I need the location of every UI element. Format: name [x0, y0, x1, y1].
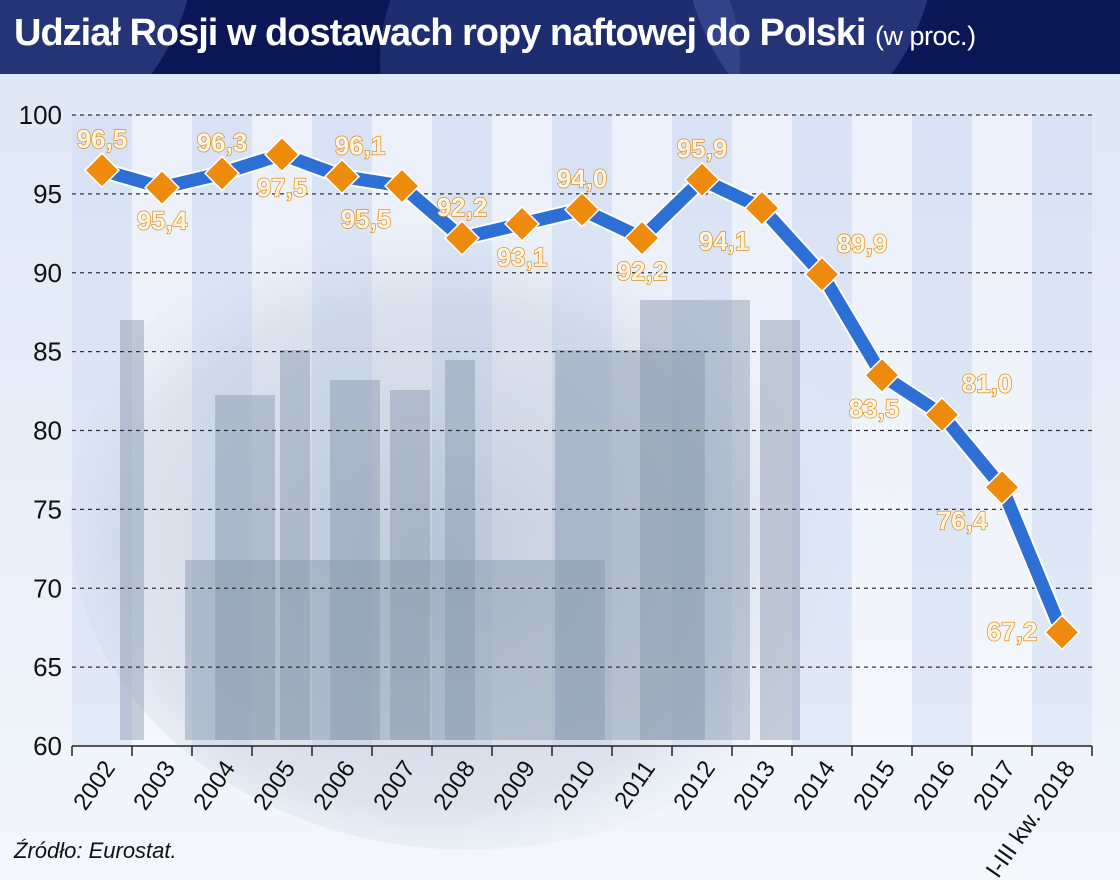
data-point-marker — [1043, 614, 1081, 651]
source-note: Źródło: Eurostat. — [14, 838, 177, 863]
data-label: 83,5 — [849, 393, 900, 423]
x-tick-label: 2014 — [788, 756, 841, 815]
data-label: 95,5 — [341, 204, 392, 234]
data-point-marker — [743, 190, 781, 227]
data-point-marker — [443, 220, 481, 257]
decorative-arc — [380, 0, 740, 74]
x-tick-label: 2016 — [908, 756, 961, 815]
data-label: 94,1 — [699, 226, 750, 256]
data-label: 92,2 — [437, 192, 488, 222]
data-label: 93,1 — [497, 242, 548, 272]
header-bar: Udział Rosji w dostawach ropy naftowej d… — [0, 0, 1120, 74]
data-label: 97,5 — [257, 172, 308, 202]
data-point-marker — [623, 220, 661, 257]
chart-title: Udział Rosji w dostawach ropy naftowej d… — [14, 12, 976, 55]
y-tick-label: 75 — [33, 494, 62, 524]
data-label: 81,0 — [962, 369, 1013, 399]
refinery-photo-background — [70, 190, 870, 850]
data-label: 67,2 — [987, 616, 1038, 646]
data-point-marker — [263, 136, 301, 173]
data-label: 96,5 — [77, 124, 128, 154]
y-tick-label: 60 — [33, 731, 62, 761]
data-label: 95,9 — [677, 134, 728, 164]
y-tick-label: 85 — [33, 337, 62, 367]
title-main: Udział Rosji w dostawach ropy naftowej d… — [14, 12, 866, 54]
data-point-marker — [863, 357, 901, 394]
data-point-marker — [983, 469, 1021, 506]
title-unit: (w proc.) — [875, 21, 976, 51]
data-point-marker — [803, 256, 841, 293]
data-point-marker — [683, 161, 721, 198]
data-point-marker — [923, 396, 961, 433]
data-label: 94,0 — [557, 164, 608, 194]
x-tick-label: 2015 — [848, 756, 901, 815]
data-point-marker — [143, 169, 181, 206]
x-tick-label: 2017 — [968, 756, 1021, 815]
y-tick-label: 70 — [33, 573, 62, 603]
x-tick-label: 2002 — [68, 756, 121, 815]
x-tick-label: 2003 — [128, 756, 181, 815]
data-point-marker — [383, 167, 421, 205]
data-label: 76,4 — [937, 505, 988, 535]
data-point-marker — [83, 152, 121, 189]
data-label: 89,9 — [837, 228, 888, 258]
data-label: 92,2 — [617, 256, 668, 286]
decorative-arc — [680, 0, 940, 74]
data-label: 96,1 — [335, 131, 386, 161]
refinery-silhouette — [120, 300, 800, 740]
data-point-marker — [563, 191, 601, 228]
data-label: 95,4 — [137, 206, 188, 236]
y-tick-label: 95 — [33, 179, 62, 209]
data-point-marker — [203, 155, 241, 192]
y-tick-label: 100 — [19, 100, 62, 130]
data-label: 96,3 — [197, 127, 248, 157]
y-tick-label: 80 — [33, 416, 62, 446]
y-tick-label: 65 — [33, 652, 62, 682]
data-point-marker — [503, 205, 541, 242]
data-point-marker — [323, 158, 361, 195]
y-tick-label: 90 — [33, 258, 62, 288]
